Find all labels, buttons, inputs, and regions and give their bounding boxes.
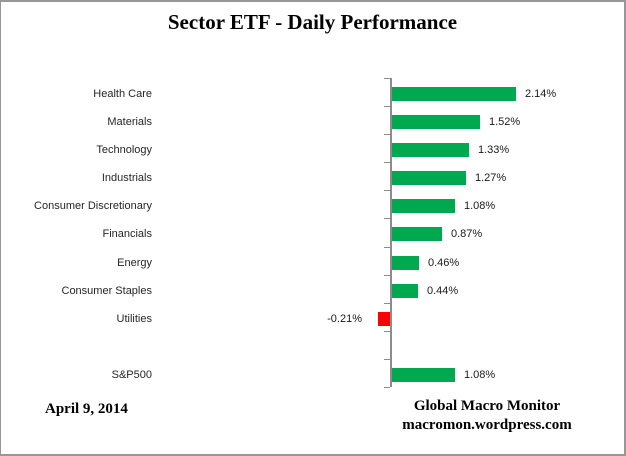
category-label: Industrials <box>101 172 152 184</box>
category-label: Financials <box>102 228 152 240</box>
axis-tick <box>384 218 390 219</box>
value-label: 1.27% <box>475 172 507 184</box>
category-label: Health Care <box>93 88 152 100</box>
axis-tick <box>384 275 390 276</box>
axis-tick <box>384 331 390 332</box>
date-label: April 9, 2014 <box>45 401 128 417</box>
axis-tick <box>384 162 390 163</box>
bar <box>392 199 455 213</box>
source-name: Global Macro Monitor <box>413 398 561 414</box>
chart-title: Sector ETF - Daily Performance <box>167 10 458 34</box>
category-label: Energy <box>117 257 152 269</box>
value-label: 0.46% <box>428 257 460 269</box>
zero-axis-line <box>390 78 392 387</box>
category-label: Utilities <box>116 313 152 325</box>
source-credit: Global Macro Monitor macromon.wordpress.… <box>346 397 624 435</box>
bar <box>392 143 469 157</box>
bar <box>392 87 516 101</box>
value-label: -0.21% <box>327 313 362 325</box>
axis-tick <box>384 359 390 360</box>
value-label: 0.87% <box>451 228 483 240</box>
bar <box>392 171 466 185</box>
axis-tick <box>384 106 390 107</box>
source-url: macromon.wordpress.com <box>402 417 572 433</box>
bar <box>392 284 418 298</box>
category-label: Materials <box>107 116 152 128</box>
value-label: 1.08% <box>464 369 496 381</box>
category-label: Technology <box>96 144 152 156</box>
category-label: S&P500 <box>111 369 152 381</box>
value-label: 1.52% <box>489 116 521 128</box>
axis-tick <box>384 247 390 248</box>
bar <box>392 368 455 382</box>
axis-tick <box>384 78 390 79</box>
category-label: Consumer Staples <box>61 285 153 297</box>
axis-tick <box>384 387 390 388</box>
category-label: Consumer Discretionary <box>34 200 152 212</box>
value-label: 0.44% <box>427 285 459 297</box>
axis-tick <box>384 303 390 304</box>
bar <box>392 227 442 241</box>
value-label: 1.33% <box>478 144 510 156</box>
bar <box>378 312 390 326</box>
bar <box>392 256 419 270</box>
value-label: 1.08% <box>464 200 496 212</box>
axis-tick <box>384 134 390 135</box>
axis-tick <box>384 190 390 191</box>
bar <box>392 115 480 129</box>
value-label: 2.14% <box>525 88 557 100</box>
